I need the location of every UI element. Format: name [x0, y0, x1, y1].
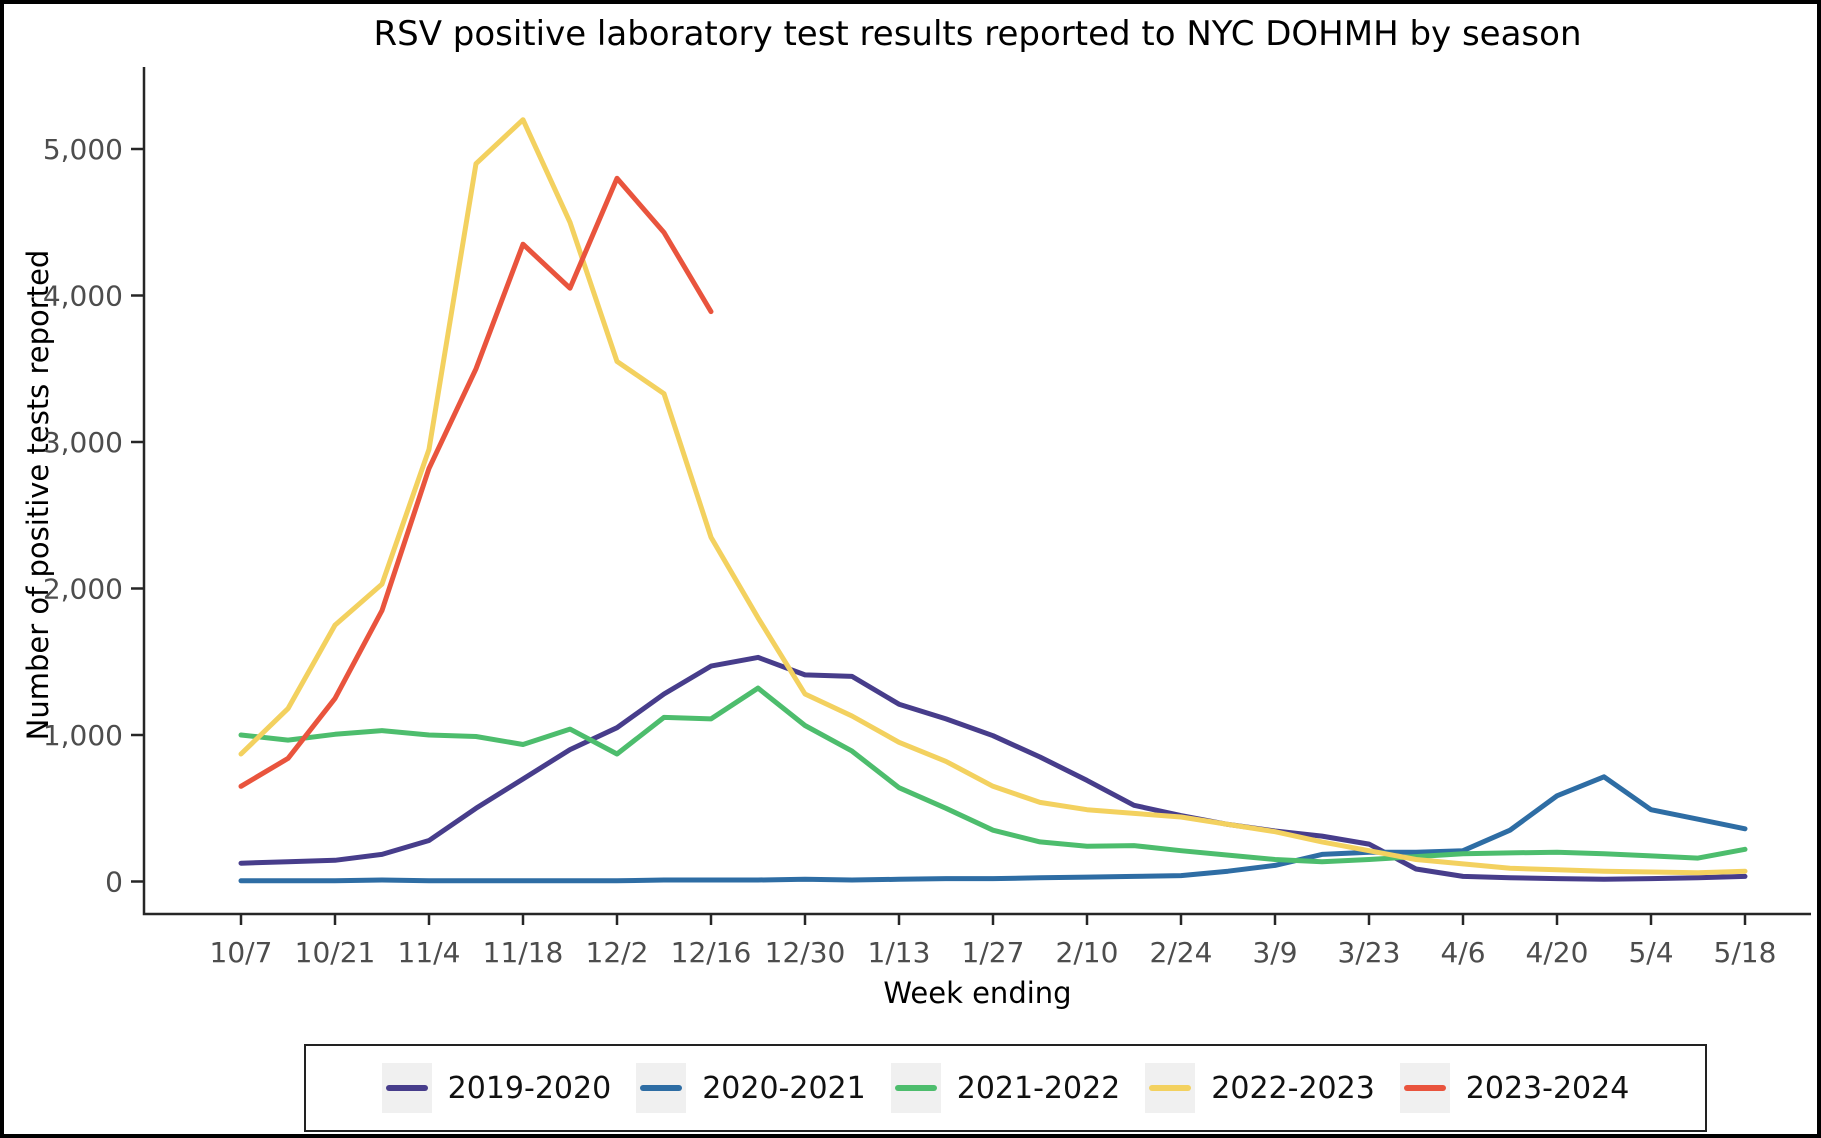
- x-tick-label: 10/21: [295, 936, 376, 969]
- x-tick-label: 2/24: [1150, 936, 1213, 969]
- legend-key-2021-2022: [890, 1063, 941, 1113]
- legend-key-2019-2020: [381, 1063, 432, 1113]
- x-tick-label: 4/20: [1526, 936, 1589, 969]
- x-tick-label: 11/4: [398, 936, 461, 969]
- y-tick-label: 0: [105, 866, 123, 899]
- legend-label-2020-2021: 2020-2021: [702, 1070, 866, 1106]
- y-tick-label: 5,000: [43, 133, 123, 166]
- y-tick-label: 1,000: [43, 719, 123, 752]
- y-tick-label: 2,000: [43, 573, 123, 606]
- legend-swatch-2023-2024: [1403, 1085, 1446, 1091]
- legend-item-2021-2022: 2021-2022: [890, 1063, 1121, 1113]
- x-tick-label: 3/9: [1252, 936, 1297, 969]
- legend-item-2020-2021: 2020-2021: [636, 1063, 866, 1113]
- legend-label-2021-2022: 2021-2022: [956, 1070, 1121, 1106]
- chart-title: RSV positive laboratory test results rep…: [373, 14, 1582, 54]
- series-line-2020-2021: [238, 774, 1748, 884]
- axis-lines: [142, 67, 1811, 916]
- legend-swatch-2022-2023: [1149, 1085, 1192, 1091]
- x-tick-label: 5/4: [1628, 936, 1673, 969]
- x-axis-title: Week ending: [883, 976, 1072, 1010]
- y-tick-label: 3,000: [43, 426, 123, 459]
- plot-area: 0 1,000 2,000 3,000 4,000 5,000 10/7 10/21 11/4 1…: [43, 67, 1811, 969]
- x-tick-label: 12/30: [765, 936, 846, 969]
- x-tick-label: 1/27: [962, 936, 1025, 969]
- legend-label-2019-2020: 2019-2020: [447, 1070, 612, 1106]
- x-tick-label: 2/10: [1056, 936, 1119, 969]
- series-line-2022-2023: [238, 117, 1748, 876]
- legend-key-2022-2023: [1145, 1063, 1196, 1113]
- legend-key-2023-2024: [1399, 1063, 1450, 1113]
- x-tick-label: 12/16: [671, 936, 752, 969]
- series-line-2023-2024: [238, 175, 714, 789]
- legend-swatch-2020-2021: [640, 1085, 683, 1091]
- x-tick-label: 1/13: [868, 936, 931, 969]
- legend-key-2020-2021: [636, 1063, 687, 1113]
- legend-label-2022-2023: 2022-2023: [1211, 1070, 1375, 1106]
- series-line-2019-2020: [238, 654, 1748, 882]
- series-line-2021-2022: [238, 685, 1748, 865]
- legend-item-2023-2024: 2023-2024: [1399, 1063, 1630, 1113]
- y-tick-label: 4,000: [43, 280, 123, 313]
- legend-item-2022-2023: 2022-2023: [1145, 1063, 1375, 1113]
- legend-label-2023-2024: 2023-2024: [1465, 1070, 1630, 1106]
- legend-swatch-2021-2022: [894, 1085, 937, 1091]
- x-tick-label: 4/6: [1440, 936, 1485, 969]
- x-tick-label: 11/18: [483, 936, 564, 969]
- x-tick-label: 3/23: [1338, 936, 1401, 969]
- x-tick-label: 10/7: [210, 936, 273, 969]
- legend-swatch-2019-2020: [385, 1085, 428, 1091]
- legend-item-2019-2020: 2019-2020: [381, 1063, 612, 1113]
- x-tick-label: 12/2: [586, 936, 649, 969]
- x-tick-label: 5/18: [1714, 936, 1777, 969]
- legend: 2019-2020 2020-2021 2021-2022 2022-2023 2023…: [304, 1044, 1707, 1132]
